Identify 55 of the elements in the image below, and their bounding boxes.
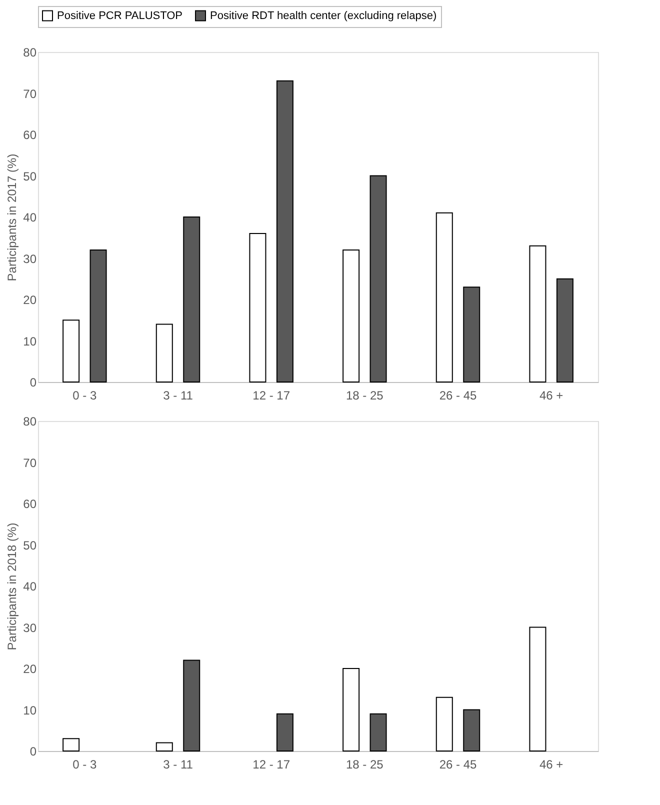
- y-tick-label: 40: [23, 580, 37, 594]
- y-tick-label: 80: [23, 46, 37, 60]
- bar: [342, 250, 360, 382]
- bar: [249, 233, 266, 382]
- y-tick-label: 80: [23, 414, 37, 428]
- bar: [183, 216, 200, 382]
- y-tick-label: 50: [23, 538, 37, 552]
- x-tick-label: 18 - 25: [346, 758, 384, 772]
- y-tick-label: 70: [23, 456, 37, 470]
- bar: [156, 324, 173, 382]
- bar: [276, 80, 294, 382]
- legend-label: Positive PCR PALUSTOP: [57, 10, 183, 22]
- bar: [62, 320, 80, 382]
- x-tick-label: 0 - 3: [72, 758, 97, 772]
- x-tick-label: 46 +: [539, 388, 564, 402]
- y-tick-label: 10: [23, 334, 37, 348]
- bar: [436, 212, 453, 382]
- bar: [436, 696, 453, 752]
- y-axis-title: Participants in 2017 (%): [5, 154, 20, 282]
- y-tick-label: 60: [23, 497, 37, 511]
- bar: [529, 626, 546, 752]
- y-tick-label: 20: [23, 662, 37, 676]
- bar: [370, 175, 387, 382]
- x-tick-label: 3 - 11: [163, 758, 194, 772]
- bar: [342, 668, 360, 752]
- y-tick-label: 50: [23, 169, 37, 184]
- bar: [463, 709, 480, 752]
- bar: [156, 742, 173, 752]
- bar: [529, 245, 546, 382]
- legend-label: Positive RDT health center (excluding relapse): [210, 10, 437, 22]
- y-tick-label: 70: [23, 86, 37, 101]
- bar: [183, 660, 200, 752]
- x-tick-label: 26 - 45: [439, 388, 478, 402]
- bar: [463, 286, 480, 382]
- bar: [90, 250, 107, 382]
- y-tick-label: 30: [23, 252, 37, 266]
- x-tick-label: 26 - 45: [439, 758, 478, 772]
- bar: [370, 713, 387, 752]
- bar: [556, 278, 574, 382]
- y-tick-label: 60: [23, 128, 37, 142]
- y-tick-label: 20: [23, 293, 37, 307]
- x-tick-label: 3 - 11: [163, 388, 194, 402]
- bar: [62, 738, 80, 752]
- x-tick-label: 12 - 17: [252, 758, 290, 772]
- y-tick-label: 10: [23, 703, 37, 718]
- y-tick-label: 0: [30, 744, 37, 758]
- x-tick-label: 0 - 3: [72, 388, 97, 402]
- x-tick-label: 12 - 17: [252, 388, 290, 402]
- x-tick-label: 46 +: [539, 758, 564, 772]
- x-tick-label: 18 - 25: [346, 388, 384, 402]
- bar: [276, 713, 294, 752]
- y-tick-label: 40: [23, 210, 37, 224]
- y-tick-label: 0: [30, 376, 37, 390]
- y-tick-label: 30: [23, 620, 37, 635]
- y-axis-title: Participants in 2018 (%): [5, 522, 20, 650]
